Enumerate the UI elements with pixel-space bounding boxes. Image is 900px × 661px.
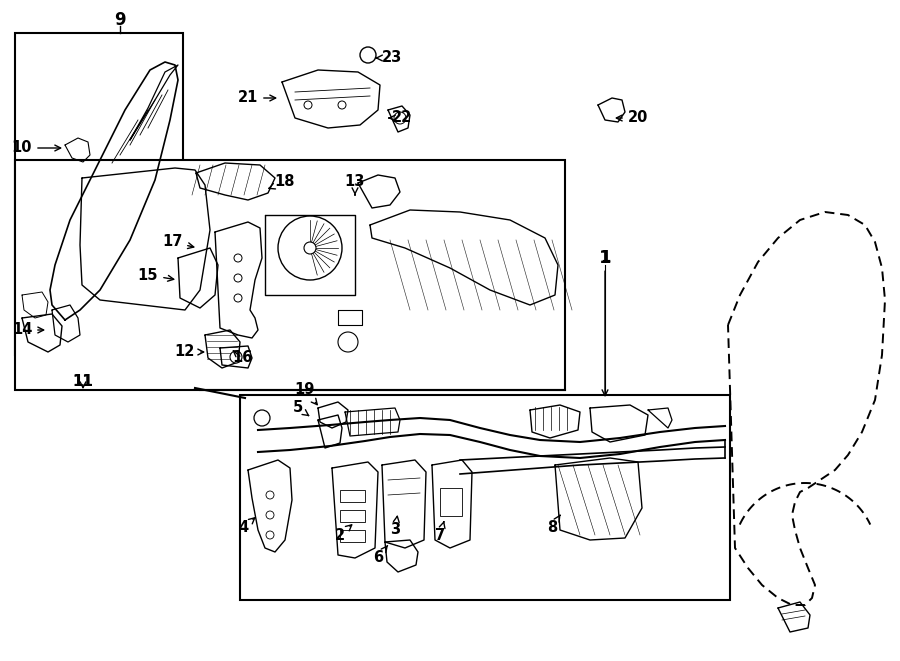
Circle shape	[234, 274, 242, 282]
Text: 12: 12	[175, 344, 203, 360]
Bar	[440, 488, 462, 516]
Bar	[340, 490, 365, 502]
Circle shape	[338, 332, 358, 352]
Text: 9: 9	[114, 11, 126, 29]
Circle shape	[278, 216, 342, 280]
Text: 11: 11	[73, 375, 94, 389]
Text: 20: 20	[616, 110, 648, 126]
Text: 8: 8	[547, 515, 560, 535]
Text: 17: 17	[162, 235, 194, 249]
Text: 21: 21	[238, 91, 275, 106]
Text: 4: 4	[238, 518, 255, 535]
Circle shape	[360, 47, 376, 63]
Text: 2: 2	[335, 525, 352, 543]
Circle shape	[234, 294, 242, 302]
Text: 11: 11	[73, 375, 94, 389]
Text: 22: 22	[389, 110, 412, 126]
Circle shape	[266, 531, 274, 539]
Bar	[340, 530, 365, 542]
Text: 18: 18	[269, 175, 295, 190]
Text: 13: 13	[345, 175, 365, 195]
Circle shape	[230, 351, 242, 363]
Text: 16: 16	[232, 350, 252, 366]
Text: 19: 19	[295, 383, 317, 405]
Text: 7: 7	[435, 522, 446, 543]
Text: 3: 3	[390, 516, 400, 537]
Circle shape	[394, 112, 406, 124]
Bar	[15, 33, 183, 355]
Bar	[240, 395, 730, 600]
Circle shape	[266, 511, 274, 519]
Circle shape	[338, 101, 346, 109]
Bar	[340, 510, 365, 522]
Text: 1: 1	[600, 251, 610, 396]
Text: 15: 15	[138, 268, 174, 282]
Bar	[15, 160, 565, 390]
Text: 10: 10	[12, 141, 60, 155]
Text: 23: 23	[376, 50, 402, 65]
Text: 6: 6	[373, 545, 388, 566]
Circle shape	[266, 491, 274, 499]
Text: 5: 5	[292, 401, 309, 416]
Circle shape	[234, 254, 242, 262]
Circle shape	[304, 242, 316, 254]
Text: 1: 1	[598, 249, 611, 267]
Circle shape	[254, 410, 270, 426]
Text: 14: 14	[12, 323, 44, 338]
Circle shape	[304, 101, 312, 109]
